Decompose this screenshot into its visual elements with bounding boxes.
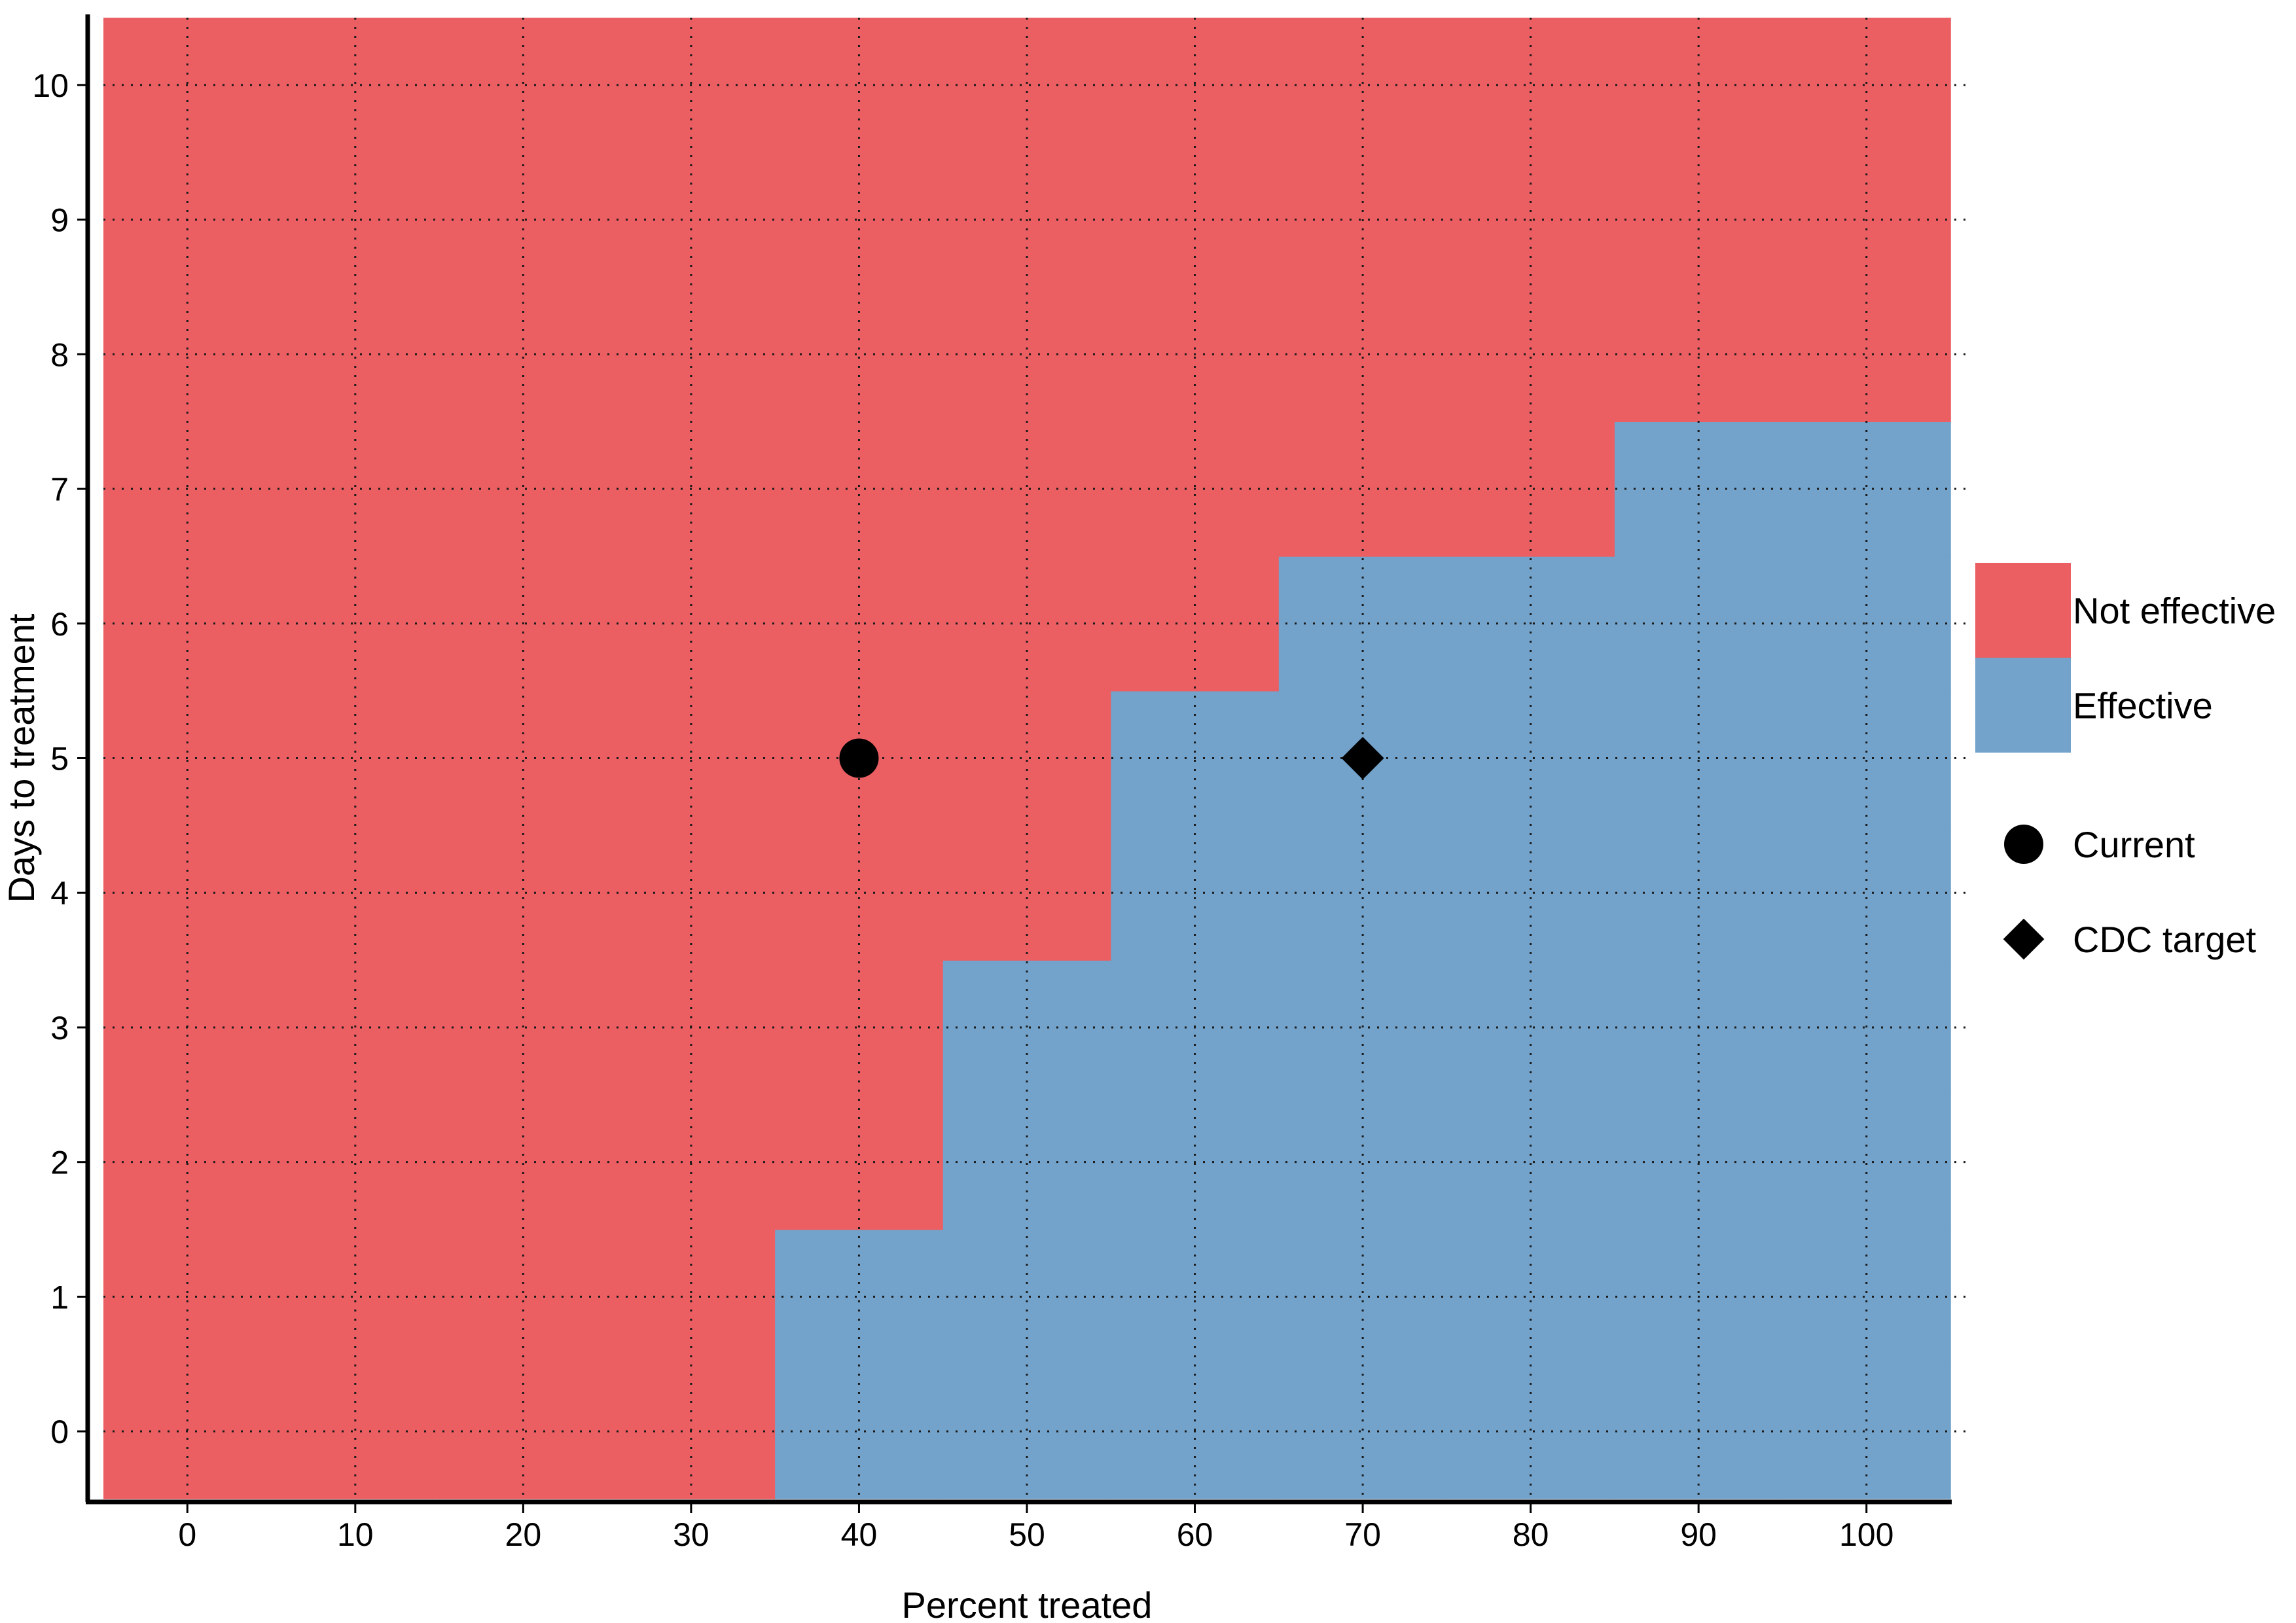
legend-marker-diamond xyxy=(2003,918,2045,960)
heatmap-cell xyxy=(1782,18,1951,153)
heatmap-cell xyxy=(1782,690,1951,827)
heatmap-cell xyxy=(271,825,440,961)
legend-label: Current xyxy=(2073,824,2195,865)
heatmap-cell xyxy=(1278,287,1448,422)
heatmap-cell xyxy=(942,18,1112,153)
heatmap-cell xyxy=(271,421,440,557)
heatmap-cell xyxy=(439,18,608,153)
x-tick-label: 30 xyxy=(673,1516,709,1553)
y-tick-label: 7 xyxy=(50,471,69,508)
point-cdc-target xyxy=(1341,737,1384,779)
heatmap-cell xyxy=(1446,825,1615,961)
legend-label: CDC target xyxy=(2073,919,2257,960)
legend: Not effective Effective Current CDC target xyxy=(1975,563,2276,960)
heatmap-cell xyxy=(439,825,608,961)
x-tick-label: 70 xyxy=(1344,1516,1381,1553)
heatmap-cell xyxy=(775,287,944,422)
heatmap-cell xyxy=(775,421,944,557)
y-tick-label: 5 xyxy=(50,741,69,777)
y-tick-labels: 0 1 2 3 4 5 6 7 8 9 10 xyxy=(32,67,88,1450)
heatmap-cell xyxy=(1446,287,1615,422)
x-tick-label: 10 xyxy=(337,1516,374,1553)
heatmap-cell xyxy=(775,1364,944,1499)
heatmap-cell xyxy=(942,287,1112,422)
heatmap-cell xyxy=(271,690,440,827)
x-tick-label: 80 xyxy=(1513,1516,1549,1553)
heatmap-cell xyxy=(1782,421,1951,557)
legend-marker-circle xyxy=(2004,825,2043,864)
y-tick-label: 9 xyxy=(50,202,69,239)
heatmap-cell xyxy=(271,287,440,422)
y-tick-label: 10 xyxy=(32,67,69,104)
heatmap-cell xyxy=(1278,421,1448,557)
legend-label: Effective xyxy=(2073,685,2213,726)
heatmap-cell xyxy=(439,1229,608,1365)
y-axis-title: Days to treatment xyxy=(1,613,42,902)
heatmap-cell xyxy=(942,1364,1112,1499)
heatmap-cell xyxy=(775,18,944,153)
heatmap-cell xyxy=(942,825,1112,961)
heatmap-cell xyxy=(271,18,440,153)
y-tick-label: 6 xyxy=(50,606,69,643)
heatmap-cell xyxy=(439,421,608,557)
heatmap-cell xyxy=(942,421,1112,557)
y-tick-label: 2 xyxy=(50,1145,69,1181)
heatmap-cell xyxy=(1446,1229,1615,1365)
x-tick-label: 40 xyxy=(841,1516,878,1553)
y-tick-label: 8 xyxy=(50,336,69,373)
heatmap-cell xyxy=(775,825,944,961)
x-tick-label: 20 xyxy=(505,1516,542,1553)
x-axis-title: Percent treated xyxy=(902,1584,1153,1623)
point-current xyxy=(839,738,879,778)
marker-points xyxy=(839,737,1384,779)
heatmap-cell xyxy=(1278,18,1448,153)
heatmap-cell xyxy=(775,1229,944,1365)
legend-swatch xyxy=(1975,563,2071,658)
heatmap-cell xyxy=(1446,18,1615,153)
legend-label: Not effective xyxy=(2073,590,2276,632)
heatmap-cell xyxy=(1446,421,1615,557)
heatmap-cell xyxy=(439,1364,608,1499)
y-tick-label: 3 xyxy=(50,1010,69,1046)
x-tick-labels: 0 10 20 30 40 50 60 70 80 90 100 xyxy=(178,1502,1893,1553)
y-tick-label: 1 xyxy=(50,1279,69,1315)
heatmap-cell xyxy=(942,690,1112,827)
heatmap-cell xyxy=(1278,825,1448,961)
heatmap-cell xyxy=(1782,1229,1951,1365)
heatmap-cell xyxy=(1278,1364,1448,1499)
heatmap-cell xyxy=(439,287,608,422)
heatmap-cell xyxy=(1782,825,1951,961)
x-tick-label: 60 xyxy=(1177,1516,1213,1553)
x-tick-label: 50 xyxy=(1009,1516,1045,1553)
heatmap-cell xyxy=(439,690,608,827)
legend-swatch xyxy=(1975,658,2071,753)
heatmap-cell xyxy=(1782,287,1951,422)
heatmap-cell xyxy=(271,1364,440,1499)
heatmap-cell xyxy=(1446,690,1615,827)
heatmap-cell xyxy=(1782,1364,1951,1499)
x-tick-label: 0 xyxy=(178,1516,196,1553)
x-tick-label: 100 xyxy=(1839,1516,1893,1553)
heatmap-cell xyxy=(271,1229,440,1365)
x-tick-label: 90 xyxy=(1680,1516,1717,1553)
heatmap-cells xyxy=(103,18,1951,1499)
heatmap-cell xyxy=(1278,1229,1448,1365)
heatmap-cell xyxy=(942,1229,1112,1365)
heatmap-cell xyxy=(1446,1364,1615,1499)
y-tick-label: 4 xyxy=(50,875,69,912)
y-tick-label: 0 xyxy=(50,1414,69,1450)
